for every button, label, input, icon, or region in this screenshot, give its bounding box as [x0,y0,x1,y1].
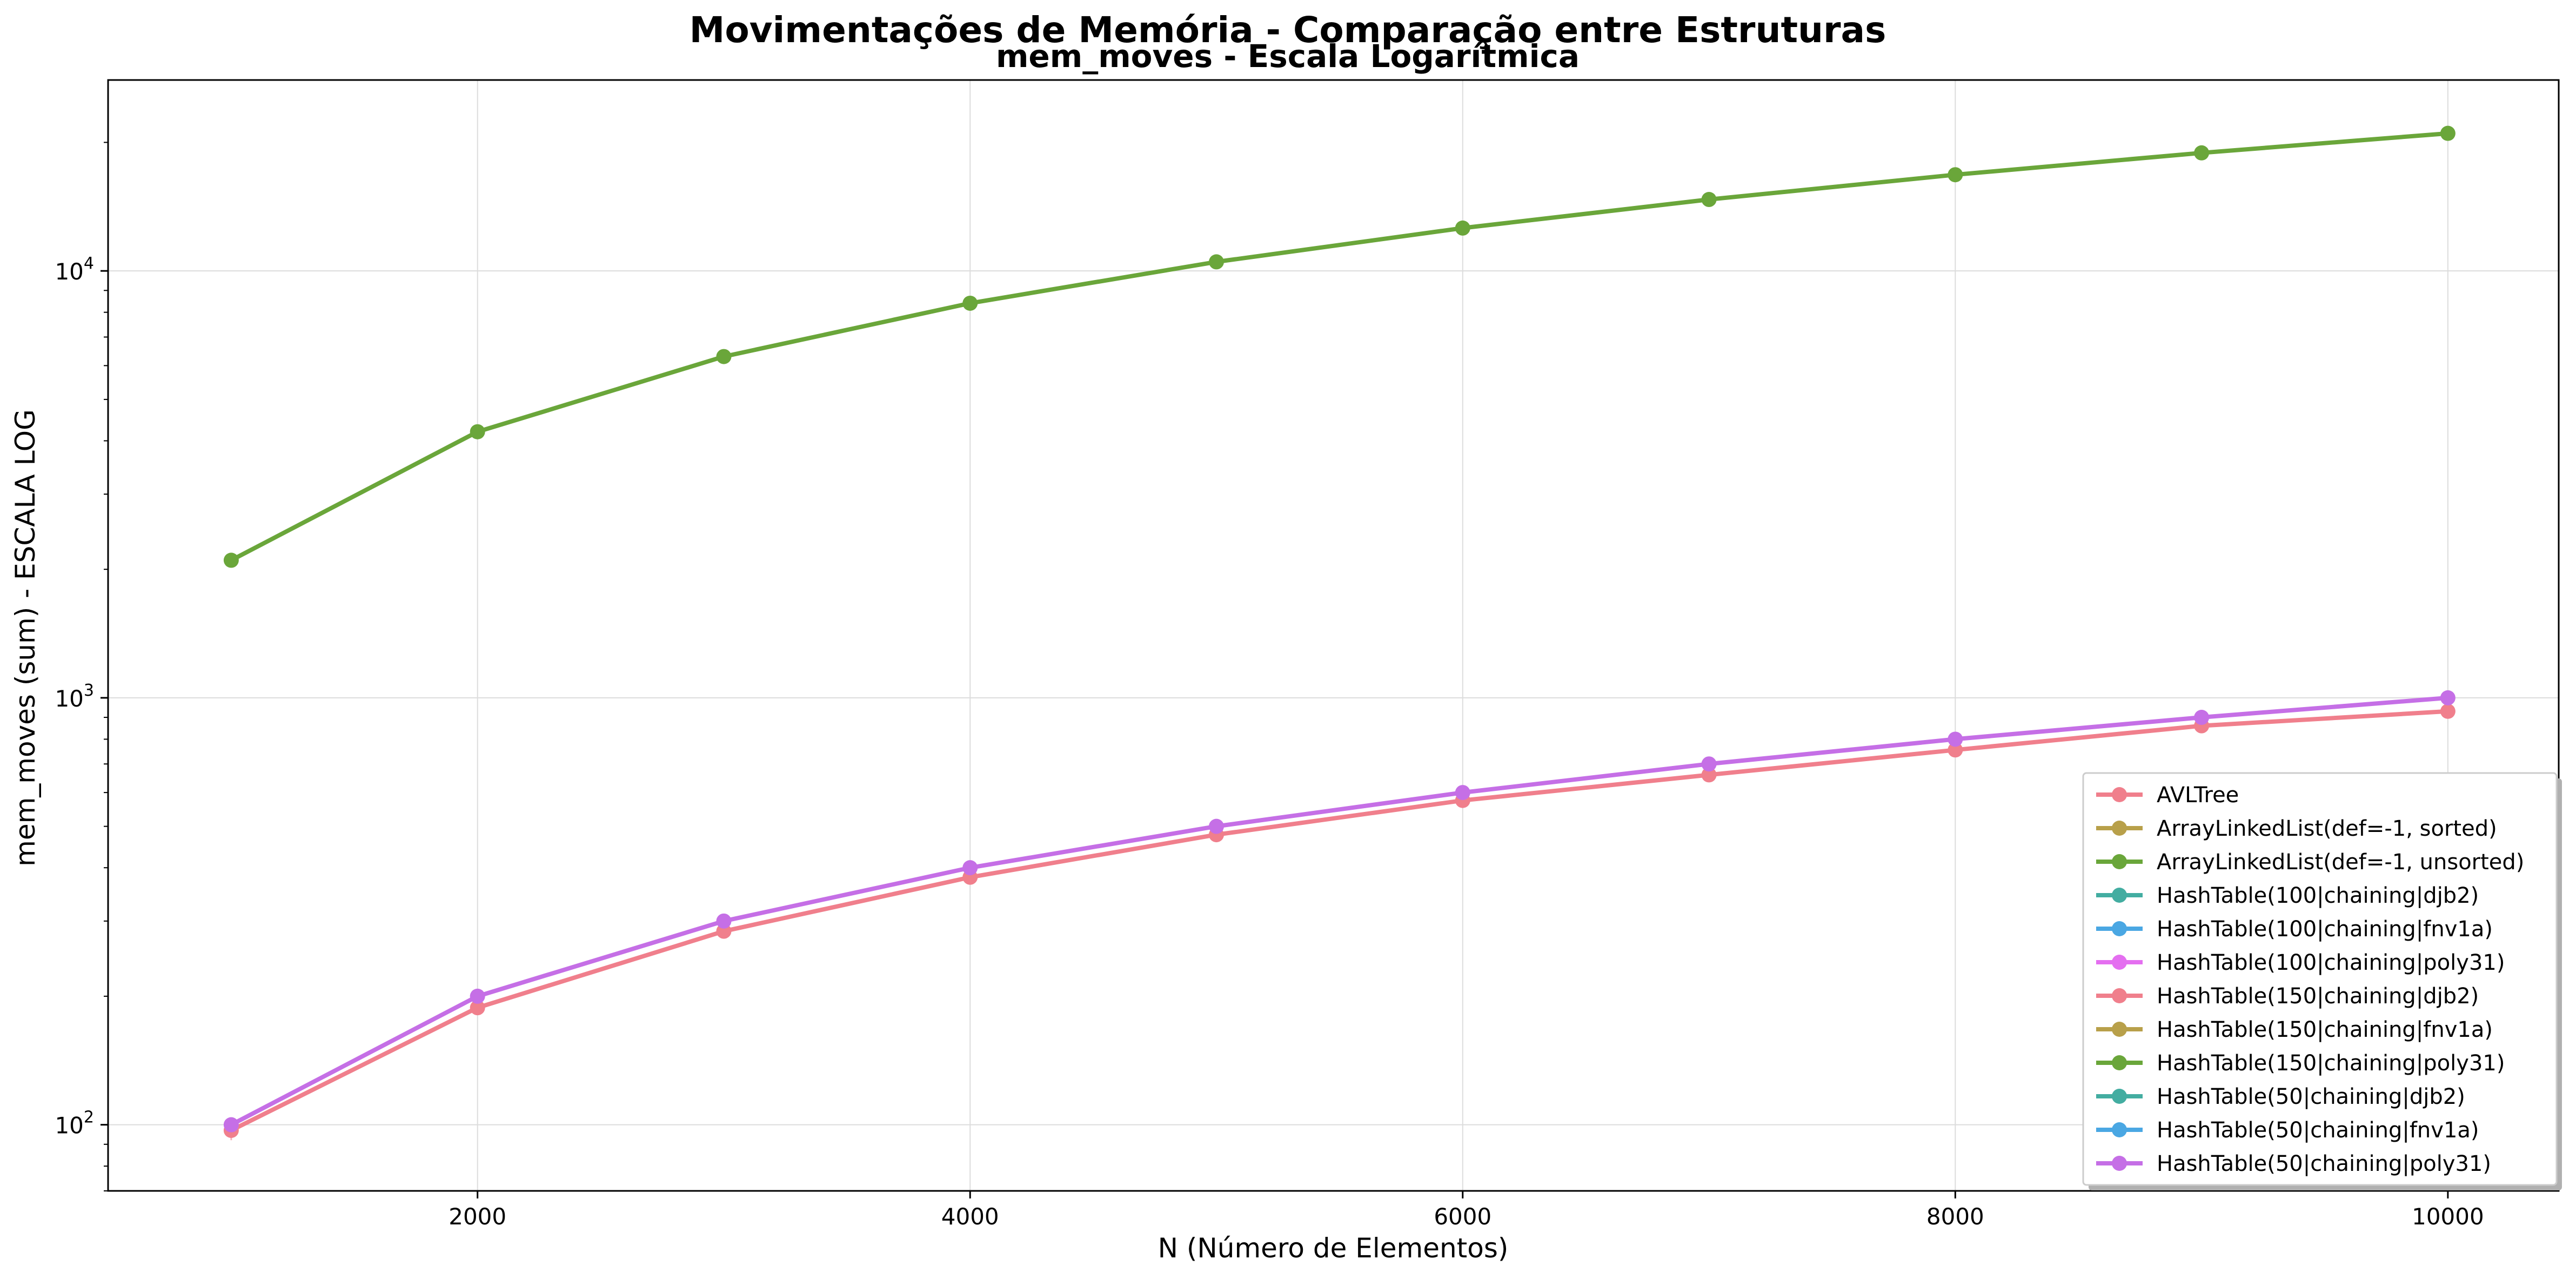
legend-swatch-marker [2112,1156,2127,1171]
legend-label: AVLTree [2157,783,2239,808]
series [223,690,2455,1133]
series [223,125,2455,568]
x-tick-label: 10000 [2412,1203,2484,1230]
legend-label: HashTable(100|chaining|fnv1a) [2157,917,2493,942]
x-tick-label: 6000 [1434,1203,1491,1230]
x-tick-label: 2000 [449,1203,506,1230]
x-axis-label: N (Número de Elementos) [1158,1233,1509,1264]
legend-item: ArrayLinkedList(def=-1, unsorted) [2096,850,2524,875]
legend-label: HashTable(150|chaining|djb2) [2157,984,2479,1009]
series-line [230,709,2448,1133]
data-point [470,1000,485,1016]
series-line [230,695,2448,1127]
data-point [716,913,732,929]
legend-swatch-marker [2112,1022,2127,1037]
legend-item: HashTable(100|chaining|poly31) [2096,950,2505,975]
legend-item: HashTable(100|chaining|fnv1a) [2096,917,2493,942]
legend-swatch-marker [2112,988,2127,1003]
data-point [2440,690,2455,705]
legend-swatch-marker [2112,888,2127,903]
legend-item: ArrayLinkedList(def=-1, sorted) [2096,816,2497,841]
data-point [716,349,732,364]
y-tick-label: 103 [55,681,94,712]
legend-item: HashTable(50|chaining|fnv1a) [2096,1118,2479,1143]
legend-label: ArrayLinkedList(def=-1, unsorted) [2157,850,2524,875]
data-point [962,860,978,876]
data-point [1701,767,1717,783]
legend-swatch-marker [2112,921,2127,936]
data-point [962,295,978,311]
legend-swatch-marker [2112,1055,2127,1070]
legend-item: HashTable(50|chaining|poly31) [2096,1151,2491,1176]
legend-label: ArrayLinkedList(def=-1, sorted) [2157,816,2497,841]
data-point [1701,756,1717,772]
series-line [230,131,2448,562]
chart-title: Movimentações de Memória - Comparação en… [690,9,1886,51]
data-point [1948,167,1963,183]
legend-item: HashTable(150|chaining|djb2) [2096,984,2479,1009]
legend-label: HashTable(50|chaining|fnv1a) [2157,1118,2479,1143]
legend-label: HashTable(150|chaining|fnv1a) [2157,1017,2493,1042]
legend-box [2082,772,2558,1186]
legend-item: HashTable(50|chaining|djb2) [2096,1084,2465,1109]
data-point [470,988,485,1004]
data-point [223,1117,239,1133]
legend-swatch-marker [2112,854,2127,869]
legend-swatch-marker [2112,1122,2127,1137]
legend-swatch-marker [2112,821,2127,836]
legend-item: HashTable(150|chaining|poly31) [2096,1051,2505,1076]
legend-item: HashTable(100|chaining|djb2) [2096,883,2479,908]
data-point [1209,254,1225,270]
data-point [470,424,485,439]
legend-label: HashTable(100|chaining|poly31) [2157,950,2505,975]
x-tick-label: 8000 [1926,1203,1984,1230]
chart-subtitle: mem_moves - Escala Logarítmica [996,38,1580,75]
legend-label: HashTable(50|chaining|poly31) [2157,1151,2491,1176]
legend-label: HashTable(50|chaining|djb2) [2157,1084,2465,1109]
legend-item: AVLTree [2096,783,2239,808]
data-point [1455,220,1470,236]
legend-label: HashTable(100|chaining|djb2) [2157,883,2479,908]
data-point [2194,145,2210,161]
data-point [1455,785,1470,801]
y-axis-label: mem_moves (sum) - ESCALA LOG [10,409,41,867]
plot-frame [107,79,2560,1192]
legend-label: HashTable(150|chaining|poly31) [2157,1051,2505,1076]
legend-item: HashTable(150|chaining|fnv1a) [2096,1017,2493,1042]
data-point [1701,192,1717,208]
series-layer [223,125,2455,1141]
data-point [1948,731,1963,747]
data-point [223,552,239,568]
data-point [1948,742,1963,758]
data-point [2194,710,2210,725]
legend: AVLTree ArrayLinkedList(def=-1, sorted) Ar… [2082,772,2562,1190]
x-tick-label: 4000 [941,1203,999,1230]
x-axis: 2000 4000 6000 8000 10000 [449,1191,2484,1230]
legend-swatch-marker [2112,1089,2127,1104]
data-point [2440,125,2455,141]
data-point [1209,818,1225,834]
legend-swatch-marker [2112,955,2127,970]
data-point [2440,703,2455,719]
legend-swatch-marker [2112,787,2127,802]
